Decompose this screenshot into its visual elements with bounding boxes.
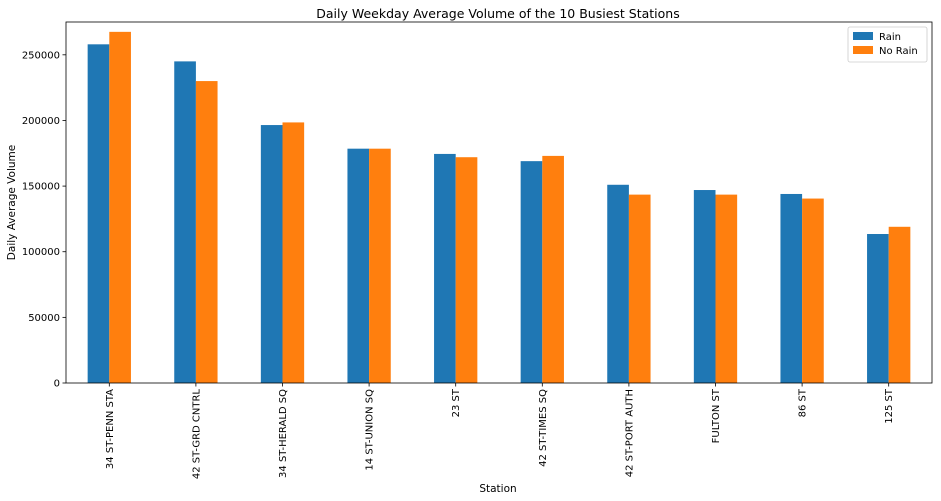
bar-rain-8 [780,193,803,383]
bars-group [87,31,911,384]
bar-no-rain-1 [195,81,218,383]
x-tick-label: FULTON ST [711,388,722,443]
y-tick-label: 150000 [22,182,60,193]
legend-swatch-no-rain [853,46,873,54]
x-tick-label: 42 ST-TIMES SQ [538,389,549,467]
y-axis: 0 50000 100000 150000 200000 250000 [22,50,66,390]
bar-no-rain-8 [802,198,824,383]
bar-no-rain-3 [369,148,391,383]
x-tick-label: 34 ST-PENN STA [105,389,116,469]
x-axis-label: Station [479,483,516,495]
bar-no-rain-7 [715,194,738,383]
x-tick-label: 23 ST [451,388,462,417]
y-tick-label: 100000 [22,247,60,258]
bar-no-rain-5 [542,155,564,383]
x-tick-label: 125 ST [884,388,895,424]
bar-rain-6 [607,184,629,383]
bar-no-rain-4 [455,157,478,383]
bar-no-rain-6 [628,194,651,383]
bar-no-rain-2 [282,122,305,384]
bar-rain-3 [347,148,370,383]
x-axis: 34 ST-PENN STA 42 ST-GRD CNTRL 34 ST-HERAL… [105,383,895,479]
bar-rain-5 [520,161,543,383]
legend-label-rain: Rain [879,32,901,43]
bar-no-rain-0 [109,31,131,383]
bar-rain-7 [693,190,716,383]
x-tick-label: 42 ST-PORT AUTH [624,389,635,477]
bar-rain-9 [867,234,889,383]
x-tick-label: 34 ST-HERALD SQ [278,389,289,478]
legend-swatch-rain [853,32,873,40]
bar-no-rain-9 [888,226,911,383]
legend-label-no-rain: No Rain [879,46,918,57]
y-tick-label: 0 [54,379,60,390]
plot-frame [65,21,933,384]
bar-rain-0 [87,44,110,383]
x-tick-label: 42 ST-GRD CNTRL [191,389,202,480]
bar-rain-1 [174,61,196,383]
x-tick-label: 14 ST-UNION SQ [365,389,376,471]
y-tick-label: 200000 [22,116,60,127]
legend: Rain No Rain [847,26,928,63]
bar-rain-2 [260,125,283,384]
chart-title: Daily Weekday Average Volume of the 10 B… [316,6,679,21]
y-tick-label: 250000 [22,50,60,61]
y-tick-label: 50000 [28,313,60,324]
x-tick-label: 86 ST [798,388,809,417]
y-axis-label: Daily Average Volume [6,145,18,260]
bar-rain-4 [434,153,456,383]
